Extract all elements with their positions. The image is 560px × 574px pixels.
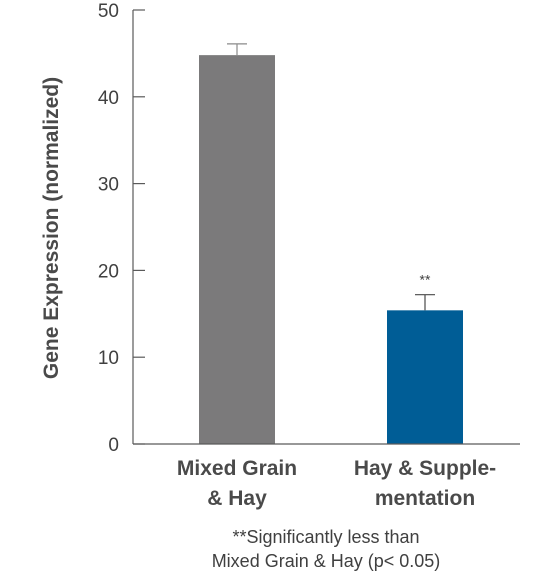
x-category-label: Hay & Supple- [354,457,496,480]
x-axis: Mixed Grain & Hay Hay & Supple-mentation [133,443,520,510]
x-category-label: & Hay [207,487,267,510]
x-category-label: Mixed Grain [177,457,297,480]
y-axis: 0 10 20 30 40 50 [98,1,145,456]
y-tick-label: 40 [98,88,119,109]
x-category-label: mentation [375,487,475,510]
bars: ** [199,43,463,445]
y-tick-label: 30 [98,175,119,196]
footnote-line: **Significantly less than [232,527,419,547]
bar [387,310,463,444]
y-tick-label: 10 [98,348,119,369]
footnote-line: Mixed Grain & Hay (p< 0.05) [212,551,441,571]
y-tick-label: 50 [98,1,119,22]
y-tick-label: 20 [98,261,119,282]
footnote: **Significantly less than Mixed Grain & H… [212,527,441,571]
y-tick-label: 0 [108,435,119,456]
y-axis-title: Gene Expression (normalized) [40,77,63,379]
significance-marker: ** [420,272,431,288]
bar [199,55,275,445]
